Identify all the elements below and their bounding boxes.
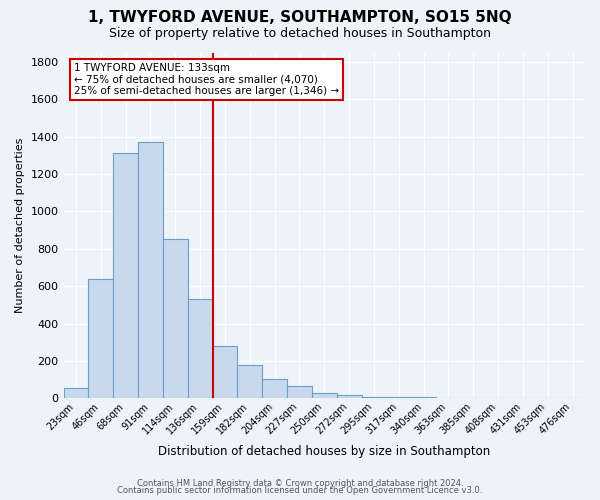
Bar bbox=[337, 394, 362, 398]
Text: 1, TWYFORD AVENUE, SOUTHAMPTON, SO15 5NQ: 1, TWYFORD AVENUE, SOUTHAMPTON, SO15 5NQ bbox=[88, 10, 512, 25]
Bar bbox=[64, 388, 88, 398]
Bar bbox=[163, 238, 188, 398]
X-axis label: Distribution of detached houses by size in Southampton: Distribution of detached houses by size … bbox=[158, 444, 490, 458]
Bar bbox=[188, 300, 212, 398]
Bar bbox=[138, 142, 163, 399]
Bar bbox=[287, 386, 312, 398]
Bar bbox=[212, 346, 238, 399]
Bar bbox=[113, 154, 138, 398]
Bar bbox=[88, 278, 113, 398]
Y-axis label: Number of detached properties: Number of detached properties bbox=[15, 138, 25, 313]
Text: 1 TWYFORD AVENUE: 133sqm
← 75% of detached houses are smaller (4,070)
25% of sem: 1 TWYFORD AVENUE: 133sqm ← 75% of detach… bbox=[74, 63, 339, 96]
Bar bbox=[238, 364, 262, 398]
Text: Size of property relative to detached houses in Southampton: Size of property relative to detached ho… bbox=[109, 28, 491, 40]
Text: Contains HM Land Registry data © Crown copyright and database right 2024.: Contains HM Land Registry data © Crown c… bbox=[137, 478, 463, 488]
Bar bbox=[362, 396, 386, 398]
Bar bbox=[312, 393, 337, 398]
Text: Contains public sector information licensed under the Open Government Licence v3: Contains public sector information licen… bbox=[118, 486, 482, 495]
Bar bbox=[262, 379, 287, 398]
